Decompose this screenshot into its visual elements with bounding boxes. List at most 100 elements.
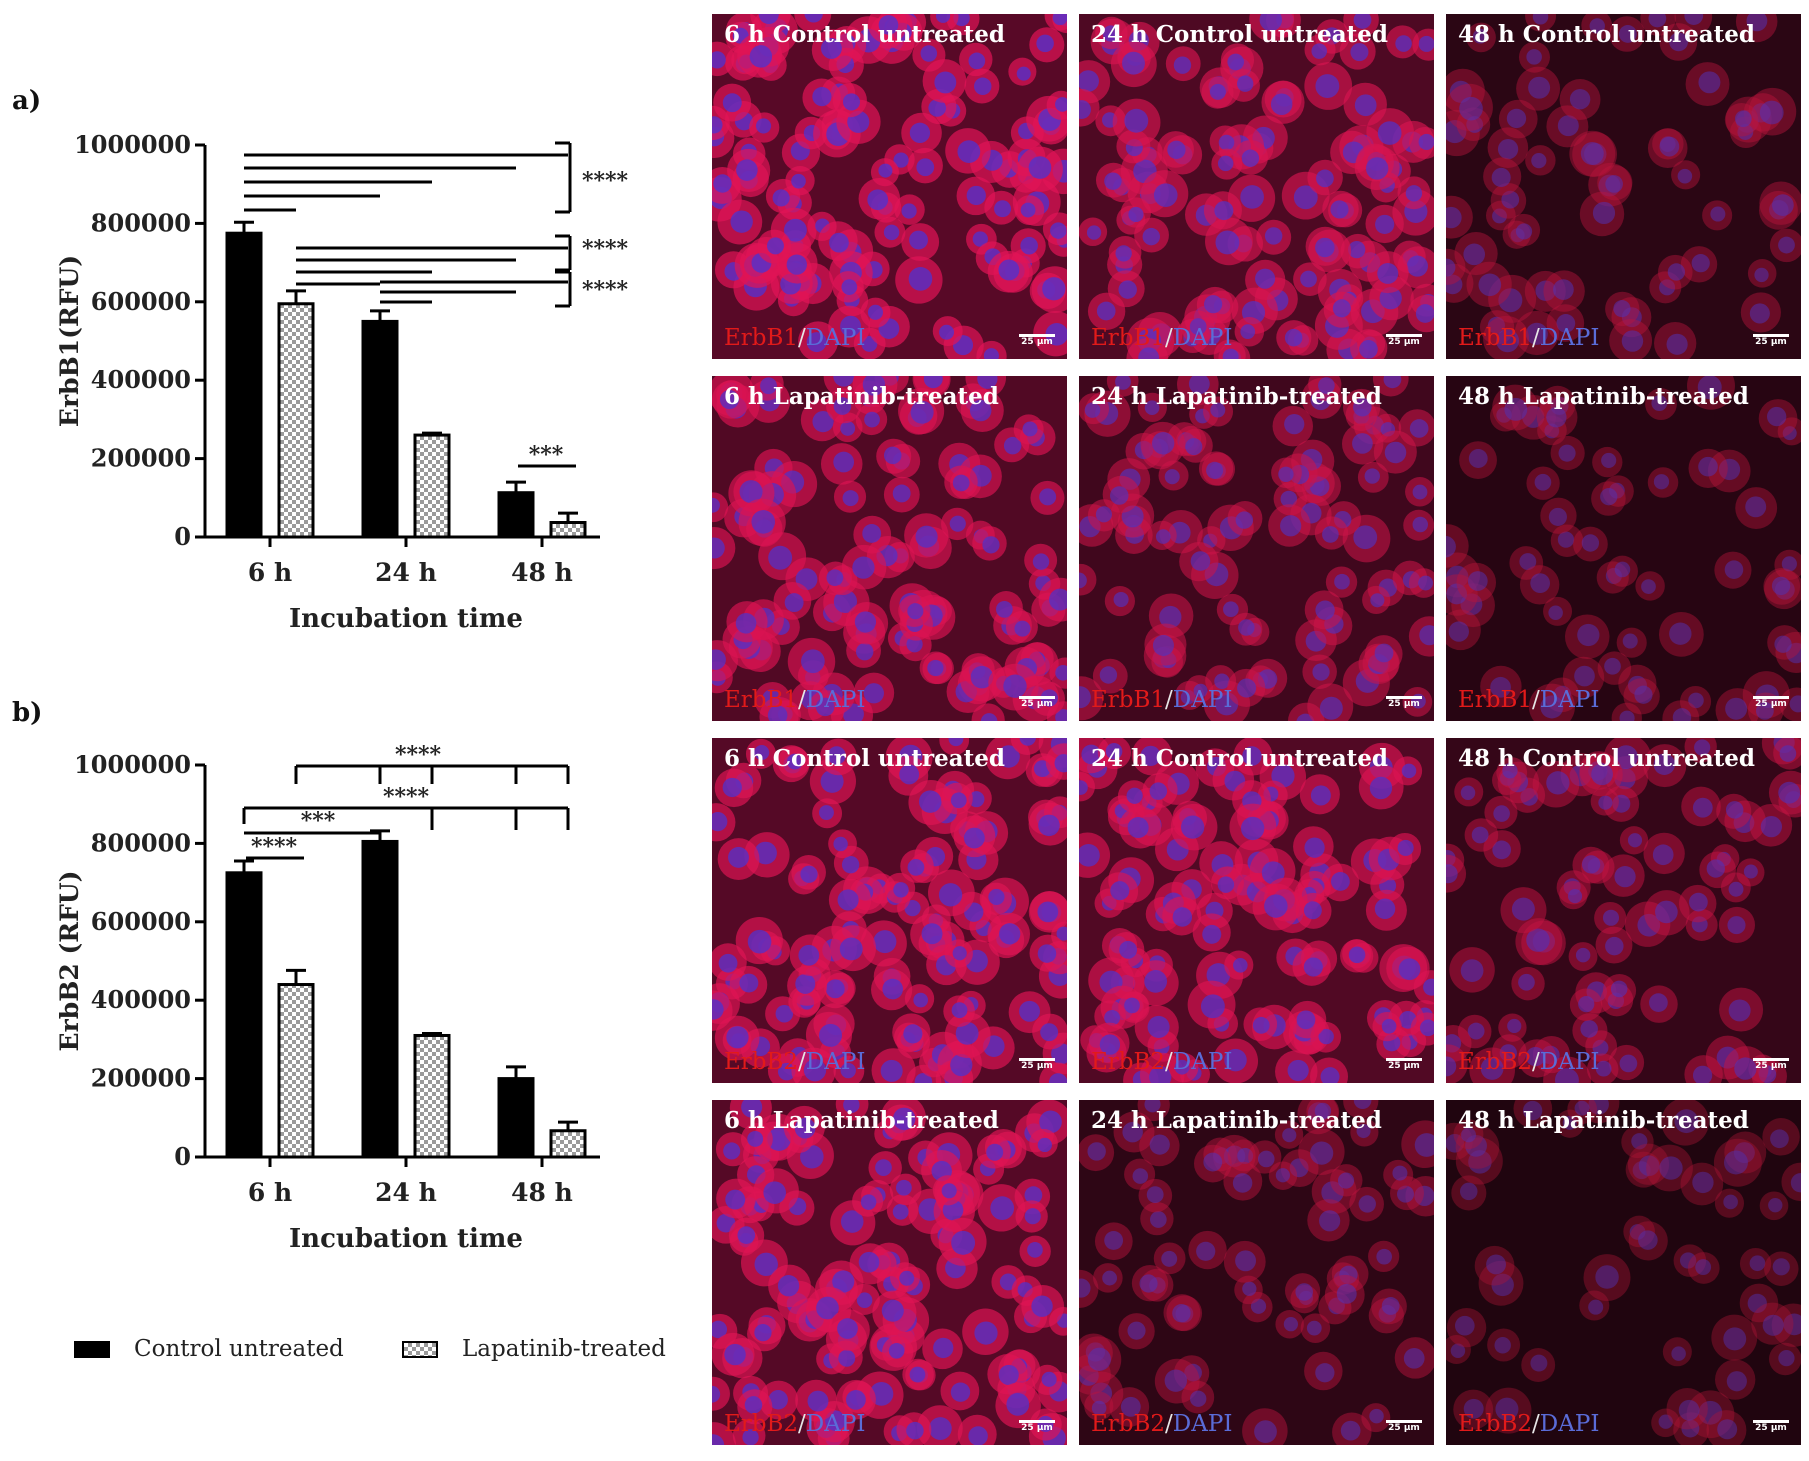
- stain-label: ErbB1/DAPI: [1458, 687, 1599, 713]
- nucleus: [1415, 304, 1434, 323]
- nucleus: [1087, 1347, 1112, 1371]
- significance-label: ****: [383, 784, 430, 810]
- nucleus: [1310, 785, 1331, 806]
- nucleus: [1446, 1056, 1457, 1077]
- nucleus: [1501, 190, 1520, 209]
- nucleus: [1506, 108, 1527, 129]
- cell: [1567, 1100, 1598, 1125]
- nucleus: [1648, 14, 1667, 28]
- nucleus: [998, 259, 1020, 281]
- stain-label: ErbB1/DAPI: [724, 325, 865, 351]
- nucleus: [895, 1179, 912, 1196]
- nucleus: [997, 745, 1020, 768]
- nucleus: [1723, 1327, 1747, 1351]
- erbb1-bar-chart: 0 200000 400000 600000 800000 1000000 6 h 24 h 4…: [55, 130, 628, 634]
- nucleus: [1467, 1022, 1485, 1040]
- nucleus: [1557, 531, 1575, 548]
- nucleus: [880, 1059, 903, 1082]
- nucleus: [1446, 119, 1467, 144]
- nucleus: [1613, 300, 1631, 318]
- nucleus: [1450, 1343, 1466, 1359]
- marker-label: ErbB1: [724, 325, 799, 351]
- cell: [1478, 1260, 1524, 1306]
- nucleus: [928, 1417, 952, 1440]
- nucleus: [952, 946, 967, 961]
- nucleus: [744, 1396, 763, 1414]
- nucleus: [1079, 686, 1091, 709]
- cell: [1715, 1359, 1756, 1400]
- nucleus: [1320, 1067, 1340, 1083]
- nucleus: [1588, 1100, 1609, 1115]
- nucleus: [1698, 1400, 1723, 1425]
- nucleus: [1142, 227, 1160, 246]
- nucleus: [1778, 236, 1795, 254]
- bar-control: [497, 1077, 535, 1159]
- nucleus: [1038, 814, 1060, 837]
- x-tick-label: 24 h: [375, 558, 437, 587]
- nucleus: [1418, 35, 1434, 52]
- nucleus: [1600, 488, 1618, 506]
- nucleus: [1172, 907, 1193, 927]
- nucleus: [982, 536, 1000, 554]
- marker-label: ErbB2: [1458, 1049, 1533, 1075]
- nucleus: [1652, 844, 1674, 866]
- nucleus: [1334, 573, 1350, 590]
- nucleus: [1261, 861, 1285, 885]
- nucleus: [881, 1299, 904, 1322]
- nucleus: [1146, 1186, 1164, 1204]
- nucleus: [1185, 438, 1203, 456]
- nucleus: [1139, 1274, 1158, 1293]
- nucleus: [1666, 333, 1688, 355]
- nucleus: [1491, 1273, 1514, 1297]
- nucleus: [1190, 551, 1211, 571]
- y-axis-label: ErbB1(RFU): [55, 255, 84, 427]
- nucleus: [968, 1426, 988, 1445]
- nucleus: [903, 1024, 923, 1044]
- nucleus: [1264, 227, 1283, 245]
- nucleus: [1079, 843, 1100, 867]
- scale-bar: 25 µm: [1753, 334, 1789, 347]
- nucleus: [1202, 924, 1222, 944]
- nucleus: [726, 1026, 749, 1049]
- nucleus: [1548, 507, 1567, 526]
- nucleus: [833, 451, 855, 473]
- micrograph-tile: 24 h Lapatinib-treated ErbB2/DAPI 25 µm: [1079, 1100, 1434, 1445]
- nucleus: [1206, 461, 1224, 479]
- nucleus: [1598, 795, 1613, 810]
- nucleus: [1459, 1182, 1478, 1201]
- cell: [1651, 1408, 1680, 1438]
- stain-label: ErbB1/DAPI: [1091, 687, 1232, 713]
- nucleus: [893, 152, 909, 168]
- nucleus: [963, 827, 985, 849]
- nucleus: [1723, 1150, 1748, 1175]
- nucleus: [1184, 1363, 1202, 1382]
- nucleus: [1577, 623, 1600, 647]
- nucleus: [1460, 593, 1483, 616]
- nucleus: [1376, 1248, 1392, 1265]
- nucleus: [751, 510, 776, 534]
- nucleus: [1733, 1142, 1755, 1164]
- nucleus: [1622, 633, 1638, 649]
- nucleus: [1412, 484, 1428, 500]
- nucleus: [840, 420, 856, 436]
- nucleus: [1240, 816, 1265, 841]
- micrograph-tile: 24 h Lapatinib-treated ErbB1/DAPI 25 µm: [1079, 376, 1434, 721]
- nucleus: [1214, 201, 1234, 221]
- nucleus: [1478, 273, 1502, 297]
- y-tick-label: 0: [174, 1142, 191, 1171]
- nucleus: [1588, 1299, 1604, 1315]
- nucleus: [1778, 1350, 1795, 1367]
- nucleus: [1446, 583, 1468, 605]
- nucleus: [767, 705, 788, 721]
- nucleus: [1340, 1420, 1361, 1441]
- nucleus: [719, 390, 739, 410]
- nucleus: [1039, 1110, 1062, 1134]
- nucleus: [1649, 993, 1668, 1013]
- nucleus: [1737, 124, 1754, 140]
- nucleus: [1423, 978, 1434, 996]
- nucleus: [1099, 666, 1118, 684]
- nucleus: [1540, 695, 1564, 719]
- nucleus: [827, 746, 846, 765]
- cell: [1455, 1125, 1500, 1169]
- nucleus: [1546, 407, 1567, 428]
